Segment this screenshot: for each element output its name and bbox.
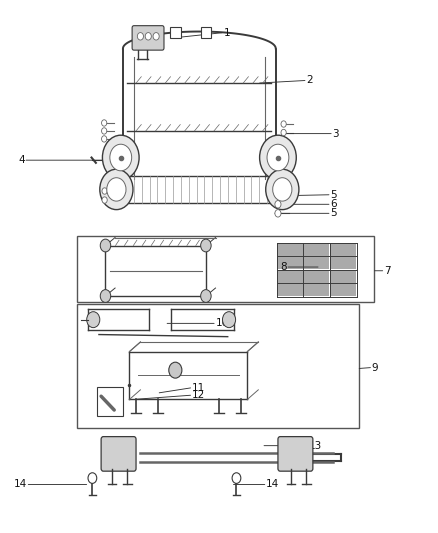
Circle shape	[201, 289, 211, 302]
Text: 7: 7	[384, 266, 391, 276]
Circle shape	[267, 144, 289, 171]
Circle shape	[275, 200, 281, 208]
Bar	[330, 243, 356, 256]
FancyBboxPatch shape	[101, 437, 136, 471]
Bar	[170, 27, 180, 38]
Text: 8: 8	[280, 262, 287, 272]
Text: 5: 5	[330, 208, 337, 219]
Bar	[277, 270, 303, 282]
FancyBboxPatch shape	[132, 26, 164, 50]
Circle shape	[153, 33, 159, 40]
Circle shape	[260, 135, 296, 180]
Circle shape	[223, 312, 236, 328]
Circle shape	[201, 239, 211, 252]
Text: 2: 2	[306, 76, 313, 85]
Bar	[304, 270, 329, 282]
Circle shape	[102, 120, 107, 126]
Bar	[201, 27, 211, 38]
Circle shape	[275, 209, 281, 217]
Text: 10: 10	[215, 318, 229, 328]
Text: 6: 6	[330, 199, 337, 209]
Bar	[304, 257, 329, 269]
Text: 4: 4	[18, 155, 25, 165]
Bar	[304, 243, 329, 256]
Circle shape	[102, 188, 107, 194]
Circle shape	[281, 121, 286, 127]
Bar	[330, 257, 356, 269]
Text: 12: 12	[192, 390, 205, 400]
Circle shape	[100, 169, 133, 209]
Circle shape	[281, 130, 286, 136]
Bar	[330, 284, 356, 296]
Text: 3: 3	[332, 128, 339, 139]
Circle shape	[232, 473, 241, 483]
Circle shape	[88, 473, 97, 483]
Circle shape	[145, 33, 151, 40]
Text: 13: 13	[308, 441, 322, 451]
Text: 1: 1	[223, 28, 230, 38]
Bar	[277, 257, 303, 269]
Circle shape	[275, 191, 281, 198]
Bar	[77, 236, 374, 302]
Bar	[77, 304, 359, 427]
Bar	[97, 387, 123, 416]
Circle shape	[102, 136, 107, 142]
Text: 9: 9	[372, 362, 378, 373]
Text: 11: 11	[192, 383, 205, 393]
FancyBboxPatch shape	[278, 437, 313, 471]
Circle shape	[266, 169, 299, 209]
Bar	[277, 284, 303, 296]
Circle shape	[102, 135, 139, 180]
Circle shape	[102, 128, 107, 134]
Text: 14: 14	[14, 480, 27, 489]
Circle shape	[169, 362, 182, 378]
Bar	[277, 243, 303, 256]
Circle shape	[87, 312, 100, 328]
Circle shape	[100, 289, 111, 302]
Circle shape	[107, 177, 126, 201]
Text: 14: 14	[266, 480, 279, 489]
Circle shape	[110, 144, 132, 171]
Circle shape	[138, 33, 144, 40]
Text: 5: 5	[330, 190, 337, 200]
Circle shape	[100, 239, 111, 252]
Bar	[304, 284, 329, 296]
Circle shape	[273, 177, 292, 201]
Circle shape	[102, 197, 107, 203]
Bar	[330, 270, 356, 282]
